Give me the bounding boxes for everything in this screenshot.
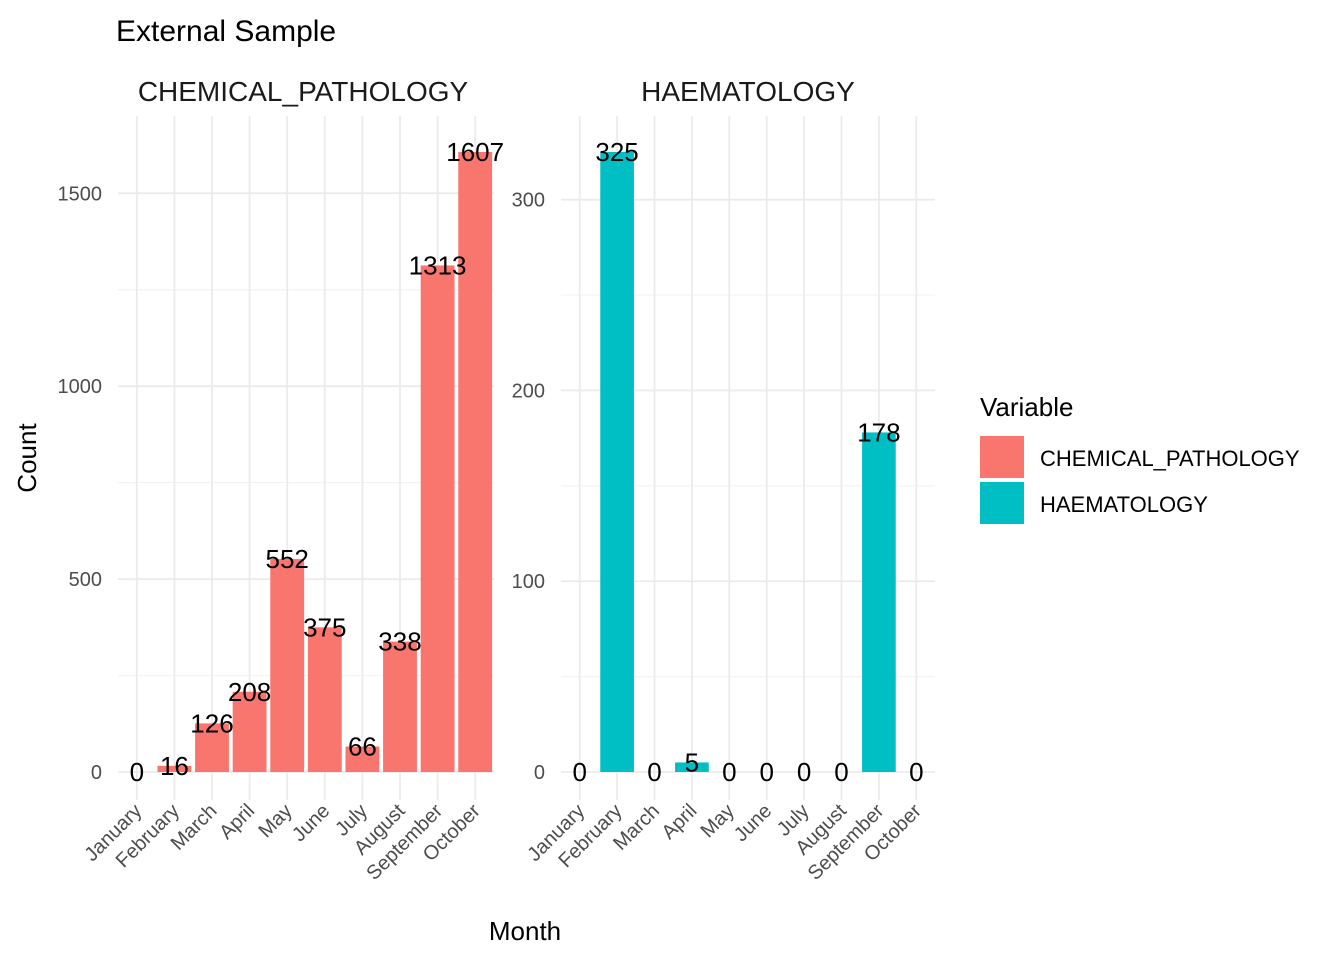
facet-title-1: HAEMATOLOGY <box>641 76 855 107</box>
data-label-april: 5 <box>685 747 699 777</box>
y-tick-label: 0 <box>91 762 102 784</box>
y-tick-label: 1500 <box>58 183 103 205</box>
bar-february <box>600 152 634 772</box>
facet-title-0: CHEMICAL_PATHOLOGY <box>138 76 469 107</box>
data-label-october: 1607 <box>446 137 504 167</box>
bar-february <box>157 765 192 772</box>
data-label-may: 0 <box>722 757 736 787</box>
y-tick-label: 300 <box>512 190 545 212</box>
y-tick-label: 0 <box>534 762 545 784</box>
bar-april <box>232 691 267 772</box>
y-tick-label: 1000 <box>58 376 103 398</box>
bar-august <box>383 641 417 772</box>
data-label-february: 16 <box>160 751 189 781</box>
data-label-september: 1313 <box>409 250 467 280</box>
bar-may <box>270 559 305 772</box>
legend-swatch-haematology <box>980 482 1024 524</box>
legend-label-haematology: HAEMATOLOGY <box>1040 492 1208 517</box>
bar-september <box>862 432 896 772</box>
x-tick-label-june: June <box>288 800 334 846</box>
chart-title: External Sample <box>116 15 336 48</box>
data-label-october: 0 <box>909 757 923 787</box>
x-tick-label-april: April <box>658 800 702 844</box>
data-label-march: 126 <box>190 708 233 738</box>
data-label-june: 0 <box>759 757 773 787</box>
y-tick-label: 200 <box>512 380 545 402</box>
data-label-august: 0 <box>834 757 848 787</box>
data-label-january: 0 <box>130 757 144 787</box>
data-label-march: 0 <box>647 757 661 787</box>
bar-july <box>345 746 380 772</box>
legend-label-chemical-pathology: CHEMICAL_PATHOLOGY <box>1040 446 1300 471</box>
data-label-september: 178 <box>857 417 900 447</box>
bar-september <box>420 265 455 772</box>
legend-title: Variable <box>980 392 1073 422</box>
x-axis-title: Month <box>489 916 561 946</box>
y-tick-label: 500 <box>69 569 102 591</box>
x-tick-label-may: May <box>254 800 296 842</box>
bar-march <box>195 723 229 772</box>
y-axis-title: Count <box>12 423 42 493</box>
x-tick-label-april: April <box>215 800 259 844</box>
bar-june <box>307 627 342 772</box>
data-label-august: 338 <box>378 627 421 657</box>
data-label-may: 552 <box>266 544 309 574</box>
data-label-april: 208 <box>228 677 271 707</box>
x-tick-label-may: May <box>697 800 739 842</box>
data-label-july: 0 <box>797 757 811 787</box>
legend: Variable CHEMICAL_PATHOLOGY HAEMATOLOGY <box>980 392 1300 524</box>
x-tick-label-june: June <box>730 800 776 846</box>
data-label-june: 375 <box>303 612 346 642</box>
data-label-january: 0 <box>572 757 586 787</box>
bar-october <box>458 152 493 772</box>
bar-april <box>675 762 709 772</box>
data-label-july: 66 <box>348 732 377 762</box>
data-label-february: 325 <box>595 137 638 167</box>
y-tick-label: 100 <box>512 571 545 593</box>
legend-swatch-chemical-pathology <box>980 436 1024 478</box>
